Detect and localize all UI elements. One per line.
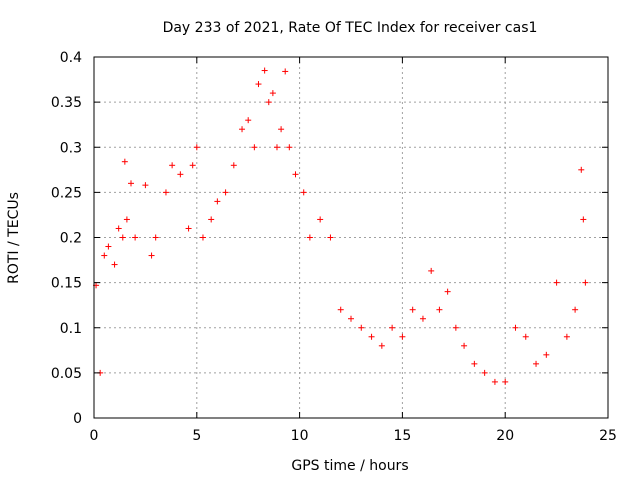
data-point: [230, 162, 237, 169]
data-point: [452, 324, 459, 331]
data-point: [348, 315, 354, 322]
data-point: [193, 144, 200, 151]
x-tick-label: 25: [599, 428, 617, 444]
data-point: [491, 378, 498, 385]
data-point: [222, 189, 229, 196]
data-point: [409, 306, 416, 313]
data-point: [572, 306, 579, 313]
data-point: [119, 234, 126, 241]
data-point: [169, 162, 176, 169]
y-tick-label: 0.2: [60, 231, 82, 247]
data-point: [265, 99, 272, 106]
data-point: [444, 288, 451, 295]
data-point: [121, 158, 128, 165]
x-axis-label: GPS time / hours: [291, 458, 408, 474]
data-point: [578, 166, 585, 173]
y-tick-label: 0.3: [60, 140, 82, 156]
data-point: [199, 234, 206, 241]
data-point: [512, 324, 519, 331]
data-point: [261, 67, 268, 74]
y-tick-label: 0: [73, 411, 82, 427]
data-point: [502, 378, 509, 385]
data-point: [481, 369, 488, 376]
data-point: [189, 162, 196, 169]
data-point: [533, 360, 540, 367]
data-point: [368, 333, 375, 340]
data-point: [269, 90, 276, 97]
data-point: [278, 126, 285, 133]
x-tick-label: 5: [192, 428, 201, 444]
data-point: [292, 171, 299, 178]
data-point: [162, 189, 169, 196]
data-point: [123, 216, 130, 223]
x-tick-label: 10: [291, 428, 309, 444]
data-point: [128, 180, 135, 187]
data-point: [214, 198, 221, 205]
data-point: [337, 306, 344, 313]
data-point: [132, 234, 139, 241]
data-point: [142, 182, 149, 189]
data-point: [101, 252, 108, 259]
data-point: [399, 333, 406, 340]
data-point: [378, 342, 385, 349]
y-tick-label: 0.35: [51, 95, 82, 111]
data-point: [327, 234, 334, 241]
x-tick-label: 20: [496, 428, 514, 444]
data-point: [255, 81, 262, 88]
data-points: [93, 67, 589, 385]
data-point: [563, 333, 570, 340]
data-point: [105, 243, 112, 250]
data-point: [245, 117, 252, 124]
y-tick-label: 0.1: [60, 321, 82, 337]
data-point: [358, 324, 365, 331]
data-point: [115, 225, 122, 232]
data-point: [389, 324, 396, 331]
data-point: [553, 279, 560, 286]
data-point: [111, 261, 118, 268]
axis-ticks: [93, 56, 609, 419]
data-point: [282, 68, 289, 75]
data-point: [436, 306, 443, 313]
data-point: [286, 144, 293, 151]
y-tick-label: 0.15: [51, 276, 82, 292]
x-tick-label: 0: [90, 428, 99, 444]
data-point: [419, 315, 426, 322]
data-point: [185, 225, 192, 232]
data-point: [582, 279, 589, 286]
data-point: [148, 252, 155, 259]
y-tick-label: 0.25: [51, 185, 82, 201]
data-point: [239, 126, 246, 133]
grid-lines: [94, 57, 608, 418]
y-tick-label: 0.4: [60, 50, 82, 66]
x-tick-label: 15: [393, 428, 411, 444]
data-point: [543, 351, 550, 358]
data-point: [300, 189, 307, 196]
data-point: [273, 144, 280, 151]
data-point: [471, 360, 478, 367]
data-point: [152, 234, 159, 241]
y-tick-labels: 0 0.05 0.1 0.15 0.2 0.25 0.3 0.35 0.4: [51, 50, 82, 427]
data-point: [251, 144, 258, 151]
data-point: [177, 171, 184, 178]
y-tick-label: 0.05: [51, 366, 82, 382]
data-point: [317, 216, 324, 223]
data-point: [580, 216, 587, 223]
x-tick-labels: 0 5 10 15 20 25: [90, 428, 617, 444]
chart-title: Day 233 of 2021, Rate Of TEC Index for r…: [163, 20, 538, 36]
data-point: [428, 267, 435, 274]
data-point: [522, 333, 529, 340]
y-axis-label: ROTI / TECUs: [6, 192, 22, 284]
data-point: [461, 342, 468, 349]
data-point: [306, 234, 313, 241]
data-point: [208, 216, 215, 223]
